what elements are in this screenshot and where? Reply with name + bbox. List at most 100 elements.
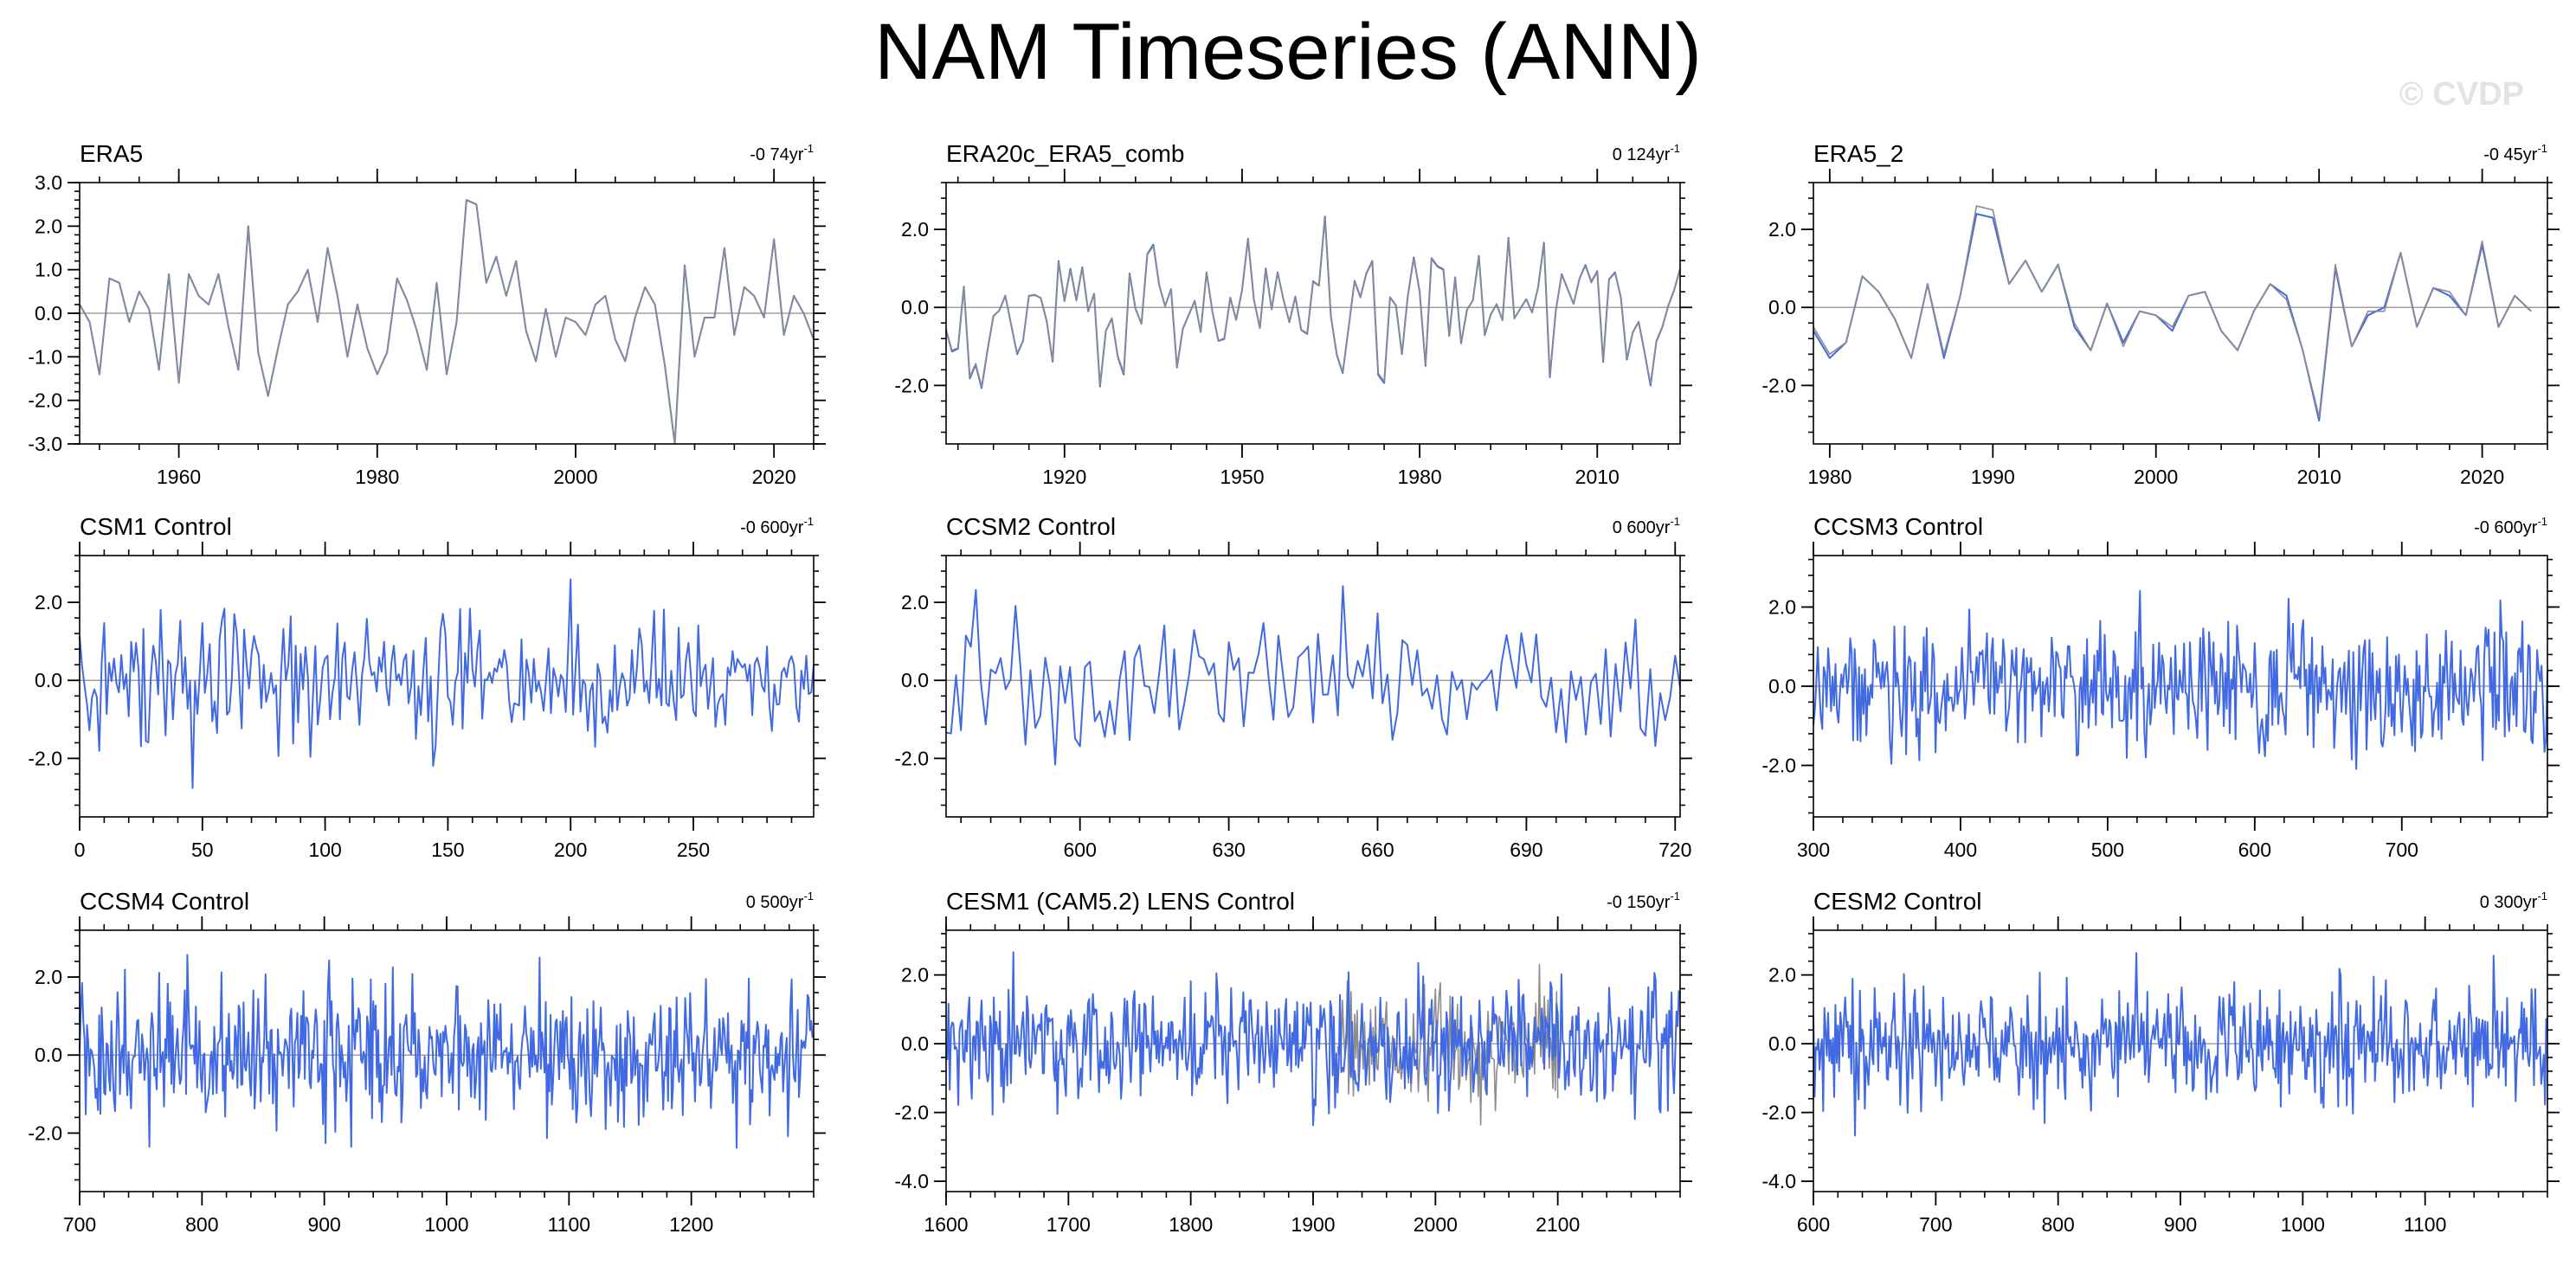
x-tick-label: 1000 [424,1213,468,1236]
y-tick-label: 3.0 [35,171,62,194]
x-tick-label: 400 [1944,839,1977,861]
trend-label: 0 300yr-1 [2480,890,2547,912]
x-tick-label: 2010 [1575,466,1620,488]
x-tick-label: 1990 [1971,466,2015,488]
trend-label: 0 600yr-1 [1613,515,1680,537]
y-tick-label: 2.0 [1768,964,1796,986]
x-tick-label: 900 [307,1213,340,1236]
y-tick-label: -2.0 [28,747,62,769]
y-tick-label: 2.0 [901,218,929,241]
y-tick-label: -2.0 [1761,374,1796,396]
panel-3: CSM1 Control -0 600yr-1 -2.0 0.0 2.0 0 50 100 15… [28,513,826,861]
reference-series-line [1813,205,2532,418]
x-tick-label: 1980 [355,466,399,488]
panel-4: CCSM2 Control 0 600yr-1 -2.0 0.0 2.0 600 630 66… [894,513,1692,861]
y-tick-label: -1.0 [28,345,62,368]
y-tick-label: -4.0 [1761,1170,1796,1192]
x-tick-label: 150 [431,839,464,861]
x-tick-label: 1700 [1046,1213,1091,1236]
plot-frame [79,555,815,818]
x-tick-label: 100 [308,839,341,861]
y-tick-label: 0.0 [35,669,62,691]
panel-title: ERA5_2 [1813,140,1903,167]
x-tick-label: 700 [1919,1213,1952,1236]
panel-8: CESM2 Control 0 300yr-1 -4.0 -2.0 0.0 2.0 600 7… [1761,888,2560,1236]
y-tick-label: -4.0 [894,1170,929,1192]
reference-series-line [79,199,815,445]
x-tick-label: 300 [1797,839,1830,861]
trend-label: -0 600yr-1 [740,515,814,537]
panel-7: CESM1 (CAM5.2) LENS Control -0 150yr-1 -4.… [894,888,1692,1236]
y-tick-label: 1.0 [35,259,62,281]
x-tick-label: 1100 [2404,1213,2446,1236]
trend-label: 0 500yr-1 [746,890,814,912]
y-tick-label: -2.0 [28,389,62,412]
panel-title: ERA5 [80,140,143,167]
x-tick-label: 1200 [669,1213,713,1236]
panel-title: CCSM2 Control [946,513,1116,540]
x-tick-label: 660 [1361,839,1394,861]
plot-frame [79,929,815,1192]
x-tick-label: 2100 [1536,1213,1580,1236]
x-tick-label: 1600 [924,1213,968,1236]
trend-label: -0 45yr-1 [2483,142,2547,164]
y-tick-label: 2.0 [1768,218,1796,241]
x-tick-label: 250 [677,839,710,861]
x-tick-label: 2000 [1414,1213,1458,1236]
series-line [79,954,814,1149]
x-tick-label: 700 [63,1213,96,1236]
y-tick-label: -2.0 [1761,755,1796,777]
x-tick-label: 1900 [1291,1213,1335,1236]
x-tick-label: 1980 [1807,466,1852,488]
x-tick-label: 500 [2091,839,2124,861]
y-tick-label: -3.0 [28,433,62,455]
panel-2: ERA5_2 -0 45yr-1 -2.0 0.0 2.0 1980 1990 2000 201… [1761,140,2560,488]
series-line [945,951,1680,1127]
y-tick-label: 0.0 [35,1044,62,1066]
y-tick-label: 2.0 [35,591,62,614]
y-tick-label: 0.0 [1768,675,1796,697]
panel-5: CCSM3 Control -0 600yr-1 -2.0 0.0 2.0 300 400 5… [1761,513,2560,861]
y-tick-label: 2.0 [35,966,62,988]
y-tick-label: 0.0 [901,296,929,318]
x-tick-label: 0 [74,839,86,861]
x-tick-label: 900 [2164,1213,2197,1236]
x-tick-label: 2020 [752,466,796,488]
x-tick-label: 1000 [2281,1213,2325,1236]
series-line [1813,213,2532,421]
x-tick-label: 630 [1212,839,1245,861]
x-tick-label: 2020 [2460,466,2504,488]
series-line [1813,952,2547,1137]
trend-label: 0 124yr-1 [1613,142,1680,164]
plot-frame [945,555,1681,818]
x-tick-label: 690 [1510,839,1542,861]
x-tick-label: 1960 [157,466,201,488]
x-tick-label: 800 [185,1213,218,1236]
y-tick-label: -2.0 [894,374,929,396]
panel-title: ERA20c_ERA5_comb [946,140,1184,167]
panel-title: CSM1 Control [80,513,232,540]
cvdp-watermark: © CVDP [2399,76,2524,112]
x-tick-label: 600 [1797,1213,1830,1236]
series-line [79,578,815,789]
panel-1: ERA20c_ERA5_comb 0 124yr-1 -2.0 0.0 2.0 1920 1… [894,140,1692,488]
y-tick-label: 0.0 [901,1032,929,1055]
x-tick-label: 2000 [553,466,597,488]
series-line [1813,589,2548,770]
y-tick-label: 2.0 [35,215,62,237]
y-tick-label: -2.0 [28,1121,62,1144]
y-tick-label: -2.0 [1761,1102,1796,1124]
panel-title: CCSM3 Control [1813,513,1983,540]
x-tick-label: 1920 [1042,466,1086,488]
series-line [945,585,1681,766]
x-tick-label: 1800 [1169,1213,1213,1236]
panel-title: CESM1 (CAM5.2) LENS Control [946,888,1295,915]
y-tick-label: 0.0 [1768,1032,1796,1055]
x-tick-label: 50 [191,839,214,861]
page-title: NAM Timeseries (ANN) [874,8,1702,96]
x-tick-label: 1980 [1398,466,1442,488]
plot-frame [1813,182,2548,445]
x-tick-label: 1950 [1220,466,1264,488]
x-tick-label: 700 [2386,839,2418,861]
